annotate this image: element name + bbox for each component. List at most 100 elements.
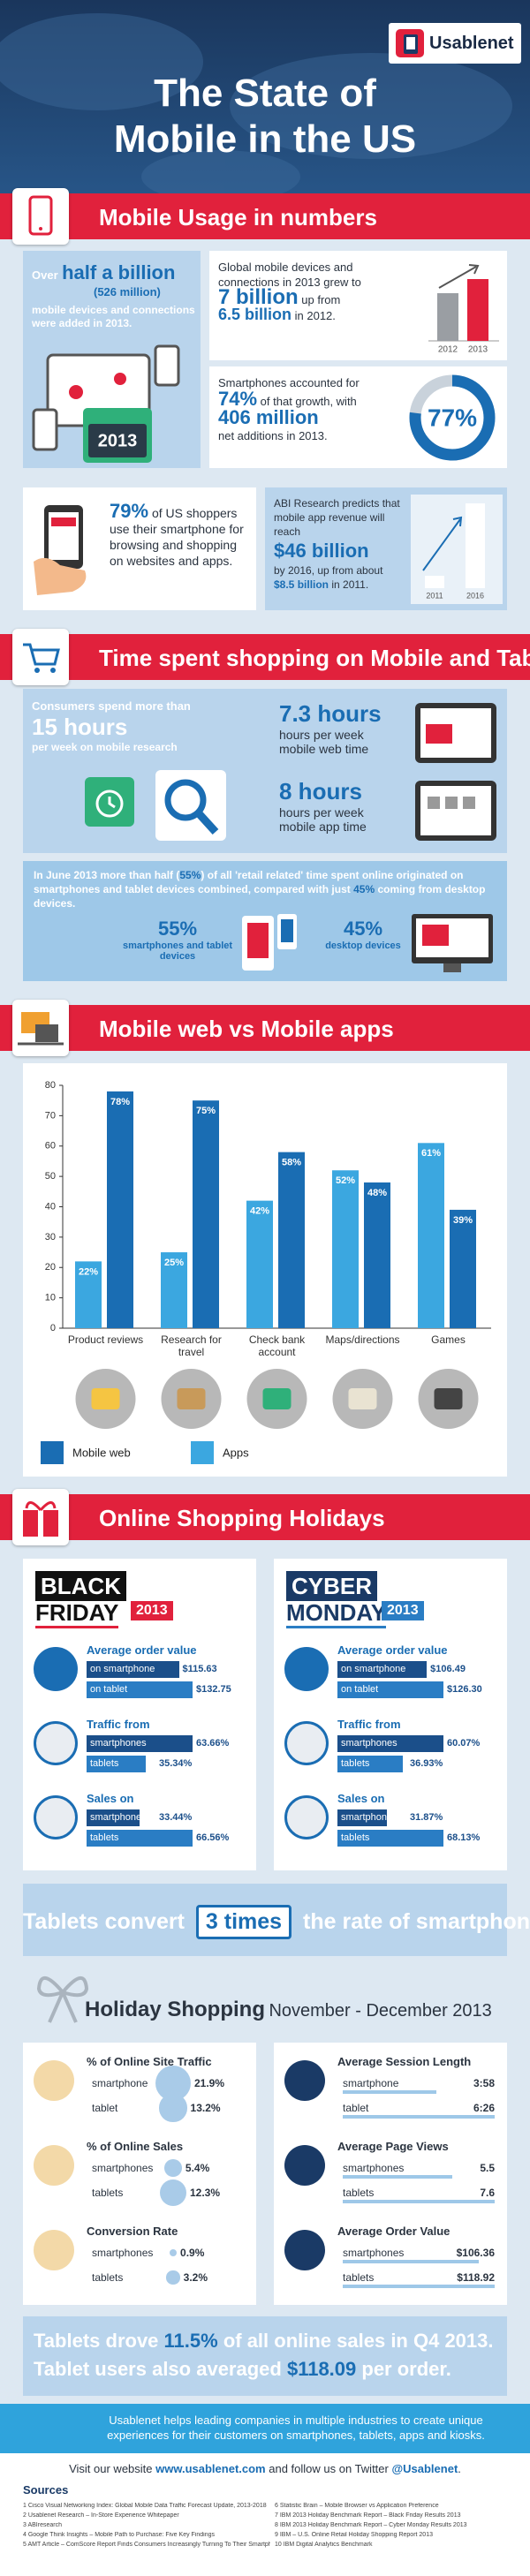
category-icon-detail bbox=[262, 1388, 292, 1409]
bar bbox=[87, 1681, 193, 1698]
value-label: 60.07% bbox=[447, 1738, 481, 1749]
value-label: $118.92 bbox=[457, 2271, 495, 2284]
bar bbox=[418, 1143, 444, 1328]
y-tick-label: 0 bbox=[50, 1323, 56, 1333]
row-label: smartphone bbox=[92, 2077, 148, 2089]
y-tick-label: 70 bbox=[45, 1110, 56, 1121]
hand-phone bbox=[34, 505, 87, 595]
data-label: 52% bbox=[336, 1175, 355, 1186]
panel: 79% of US shoppers use their smartphone … bbox=[23, 487, 256, 610]
panel: Smartphones accounted for 74% of that gr… bbox=[209, 366, 507, 468]
text: ABI Research predicts that mobile app re… bbox=[274, 497, 400, 538]
highlight: 8 hours bbox=[279, 778, 362, 805]
visit-line: Visit our website www.usablenet.com and … bbox=[0, 2462, 530, 2475]
text-line: Tablets drove 11.5% of all online sales … bbox=[34, 2327, 502, 2355]
text-line: Tablet users also averaged $118.09 per o… bbox=[34, 2355, 502, 2383]
summary-panel: Tablets drove 11.5% of all online sales … bbox=[23, 2316, 507, 2396]
label: smartphones and tablet devices bbox=[122, 941, 233, 962]
logo-text: Usablenet bbox=[429, 34, 514, 53]
section-icon bbox=[12, 1000, 69, 1056]
row-label: smartphones bbox=[343, 2247, 405, 2259]
bar-label: smartphones bbox=[341, 1738, 398, 1749]
bar bbox=[75, 1261, 102, 1328]
row-label: tablets bbox=[92, 2187, 124, 2199]
text: net additions in 2013. bbox=[218, 429, 328, 442]
highlight: 6.5 billion bbox=[218, 306, 292, 323]
legend-swatch bbox=[191, 1441, 214, 1464]
convert-panel: Tablets convert 3 times the rate of smar… bbox=[23, 1884, 530, 1956]
panel: ABI Research predicts that mobile app re… bbox=[265, 487, 507, 610]
category-icon-detail bbox=[434, 1388, 463, 1409]
app-time: 8 hours hours per week mobile app time bbox=[279, 777, 403, 834]
logo-word: MONDAY bbox=[286, 1599, 387, 1628]
highlight: 406 million bbox=[218, 406, 319, 428]
season-box: Average Session Length smartphone 3:58 tabl… bbox=[274, 2043, 507, 2305]
x-tick-label: Research for travel bbox=[161, 1333, 222, 1358]
value-label: $106.36 bbox=[456, 2247, 495, 2259]
bar-label: 2013 bbox=[468, 345, 488, 355]
highlight: 11.5% bbox=[163, 2330, 218, 2352]
bar-label: tablets bbox=[341, 1758, 370, 1769]
group-title: % of Online Sales bbox=[87, 2140, 184, 2153]
pitch-band: Usablenet helps leading companies in mul… bbox=[0, 2404, 530, 2453]
revenue-bars: 2011 2016 bbox=[411, 495, 503, 604]
y-tick-label: 60 bbox=[45, 1141, 56, 1152]
bar bbox=[87, 1830, 193, 1847]
y-tick-label: 20 bbox=[45, 1262, 56, 1273]
section-title: Mobile web vs Mobile apps bbox=[99, 1016, 394, 1042]
research-icons bbox=[85, 770, 226, 841]
section-band: Online Shopping Holidays bbox=[0, 1489, 530, 1545]
text: in 2012. bbox=[294, 309, 336, 322]
logo-word: BLACK bbox=[35, 1571, 126, 1601]
devices-illustration: 2013 bbox=[32, 344, 180, 463]
title: Holiday Shopping bbox=[85, 1998, 265, 2021]
row-label: tablet bbox=[92, 2102, 118, 2114]
bar bbox=[246, 1200, 273, 1328]
text: Smartphones accounted for bbox=[218, 376, 360, 389]
summary-text: Tablets drove 11.5% of all online sales … bbox=[34, 2327, 502, 2383]
legend-swatch bbox=[41, 1441, 64, 1464]
bar-label: tablets bbox=[341, 1832, 370, 1843]
text: coming from desktop devices. bbox=[34, 883, 486, 910]
source: 10 IBM Digital Analytics Benchmark bbox=[275, 2542, 373, 2548]
mobile-share: 55% smartphones and tablet devices bbox=[120, 918, 235, 962]
group-icon bbox=[284, 1647, 329, 1691]
subtitle: November - December 2013 bbox=[269, 2001, 492, 2021]
group-icon bbox=[34, 1721, 78, 1765]
source: 6 Statistic Brain – Mobile Browser vs Ap… bbox=[275, 2503, 439, 2509]
text: and follow us on Twitter bbox=[265, 2462, 392, 2475]
page-title: The State of Mobile in the US bbox=[113, 72, 417, 161]
text: mobile devices and connections were adde… bbox=[32, 304, 195, 329]
bar-label: smartphones bbox=[341, 1812, 398, 1823]
legend-label: Apps bbox=[223, 1446, 249, 1459]
highlight: 3 times bbox=[195, 1905, 292, 1939]
text: Tablet users also averaged bbox=[34, 2358, 287, 2380]
y-tick-label: 40 bbox=[45, 1201, 56, 1212]
logo-word: FRIDAY bbox=[35, 1599, 119, 1628]
value-label: 33.44% bbox=[159, 1812, 193, 1823]
group-title: Average order value bbox=[87, 1643, 197, 1657]
tablet-illustrations bbox=[415, 703, 496, 841]
text: . bbox=[458, 2462, 461, 2475]
logo: Usablenet bbox=[389, 23, 521, 64]
text: of US shoppers use their smartphone for … bbox=[110, 506, 244, 568]
value-label: 5.5 bbox=[480, 2162, 495, 2174]
research-text: Consumers spend more than 15 hours per w… bbox=[32, 699, 261, 753]
text: hours per week mobile app time bbox=[279, 805, 367, 834]
source: 4 Google Think Insights – Mobile Path to… bbox=[23, 2532, 215, 2538]
header: Usablenet The State of Mobile in the US bbox=[0, 0, 530, 205]
bar bbox=[343, 2285, 495, 2288]
text: of that growth, with bbox=[260, 395, 357, 408]
bar bbox=[364, 1182, 390, 1328]
value-label: 63.66% bbox=[196, 1738, 230, 1749]
group-icon bbox=[34, 1647, 78, 1691]
y-tick-label: 30 bbox=[45, 1232, 56, 1243]
data-label: 42% bbox=[250, 1206, 269, 1217]
chart: 0 10 20 30 40 50 60 70 80 22% 25% 42% 52% 61% 78% 75% 58… bbox=[41, 1080, 491, 1464]
panel: Global mobile devices and connections in… bbox=[209, 251, 507, 360]
row-label: smartphones bbox=[92, 2247, 154, 2259]
text: Over bbox=[32, 268, 58, 282]
donut-label: 77% bbox=[428, 404, 477, 431]
bar bbox=[337, 1756, 403, 1772]
text: in 2011. bbox=[331, 578, 369, 591]
